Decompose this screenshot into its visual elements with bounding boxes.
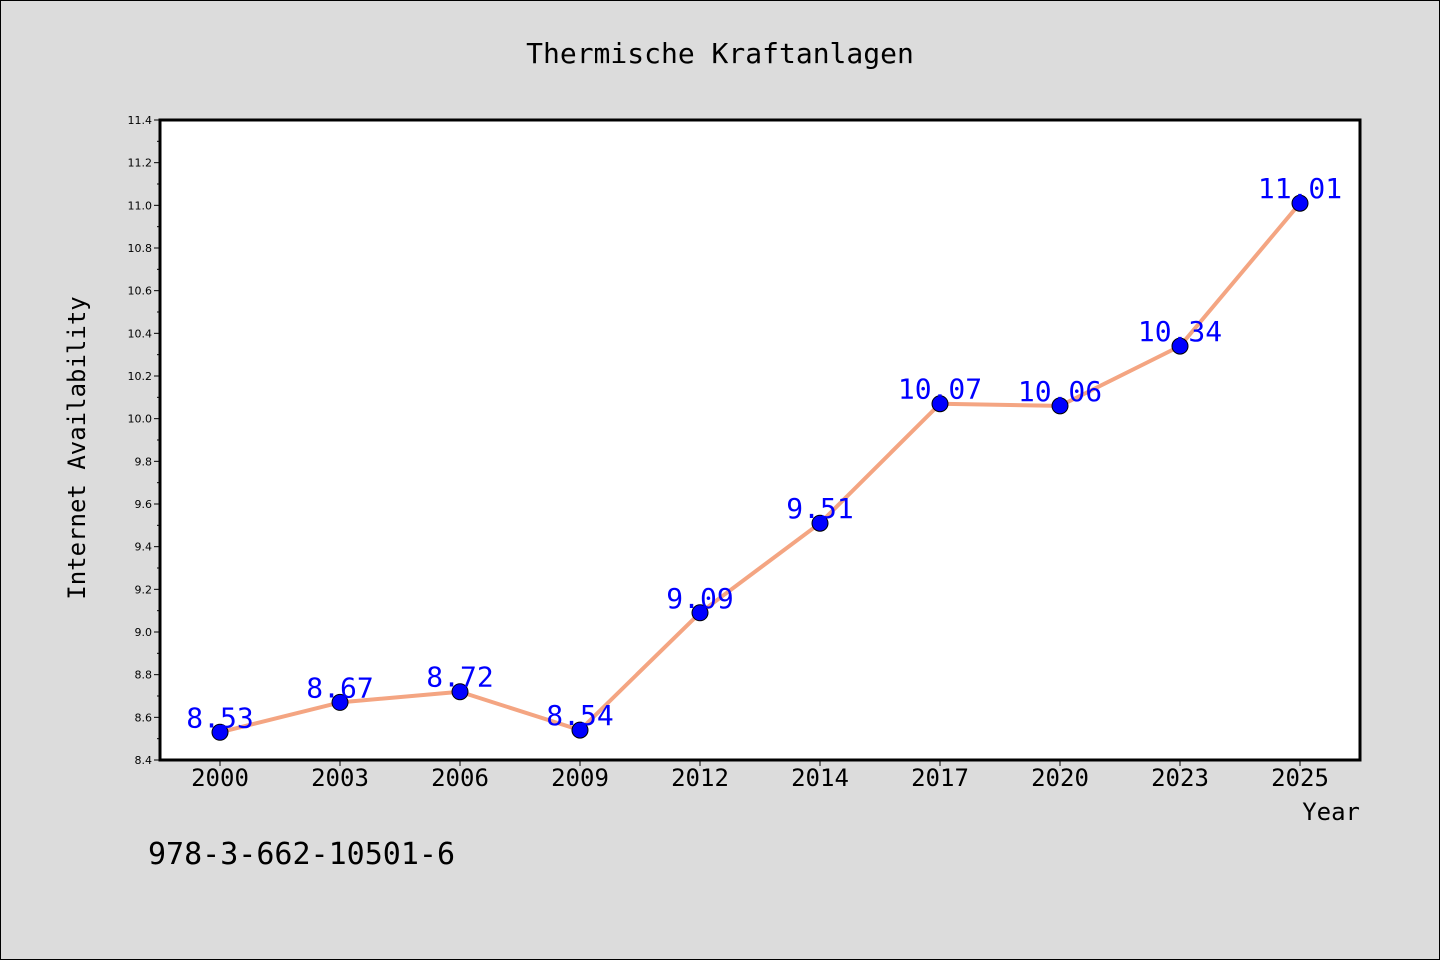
x-tick-label: 2009	[551, 764, 609, 792]
y-tick-label: 9.4	[135, 541, 153, 554]
isbn-text: 978-3-662-10501-6	[148, 837, 455, 872]
data-label: 10.34	[1138, 315, 1222, 348]
x-tick-label: 2014	[791, 764, 849, 792]
y-axis: 8.4 8.6 8.8 9.0 9.2 9.4 9.6 9.8 10.0 10.2 10.4 10.6…	[128, 114, 160, 767]
x-tick-label: 2000	[191, 764, 249, 792]
data-label: 9.51	[786, 492, 853, 525]
data-label: 8.67	[306, 671, 373, 704]
x-tick-label: 2003	[311, 764, 369, 792]
data-point	[571, 721, 589, 739]
y-tick-label: 9.6	[135, 498, 153, 511]
x-tick-label: 2017	[911, 764, 969, 792]
x-tick-label: 2025	[1271, 764, 1329, 792]
x-axis: 2000 2003 2006 2009 2012 2014 2017 2020 2023 2025	[191, 760, 1329, 792]
data-point	[1291, 194, 1309, 212]
data-point	[931, 395, 949, 413]
x-tick-label: 2020	[1031, 764, 1089, 792]
data-label: 8.53	[186, 701, 253, 734]
x-axis-label: Year	[1302, 798, 1360, 826]
y-tick-label: 8.4	[135, 754, 153, 767]
data-points	[211, 194, 1309, 741]
y-tick-label: 9.0	[135, 626, 153, 639]
data-point	[451, 683, 469, 701]
y-axis-label: Internet Availability	[63, 296, 91, 599]
y-tick-label: 11.2	[128, 157, 153, 170]
y-tick-label: 11.4	[128, 114, 153, 127]
y-tick-label: 8.6	[135, 711, 153, 724]
plot-area	[158, 118, 1362, 762]
data-point	[691, 604, 709, 622]
y-tick-label: 10.0	[128, 413, 153, 426]
y-tick-label: 8.8	[135, 669, 153, 682]
x-tick-label: 2006	[431, 764, 489, 792]
y-tick-label: 11.0	[128, 199, 153, 212]
chart-title: Thermische Kraftanlagen	[526, 37, 914, 70]
x-tick-label: 2023	[1151, 764, 1209, 792]
data-point	[1171, 337, 1189, 355]
y-tick-label: 9.8	[135, 455, 153, 468]
data-label: 8.54	[546, 699, 613, 732]
data-label: 8.72	[426, 661, 493, 694]
data-label: 9.09	[666, 582, 733, 615]
data-labels: 8.53 8.67 8.72 8.54 9.09 9.51 10.07 10.06 10.34 1…	[186, 172, 1342, 734]
data-label: 10.07	[898, 373, 982, 406]
series-line	[219, 201, 1302, 735]
data-point	[211, 723, 229, 741]
y-tick-label: 10.4	[128, 327, 153, 340]
y-tick-label: 10.6	[128, 285, 153, 298]
y-tick-label: 9.2	[135, 583, 153, 596]
x-tick-label: 2012	[671, 764, 729, 792]
y-tick-label: 10.8	[128, 242, 153, 255]
data-label: 10.06	[1018, 375, 1102, 408]
data-label: 11.01	[1258, 172, 1342, 205]
y-tick-label: 10.2	[128, 370, 153, 383]
data-point	[811, 514, 829, 532]
data-point	[331, 693, 349, 711]
data-point	[1051, 397, 1069, 415]
